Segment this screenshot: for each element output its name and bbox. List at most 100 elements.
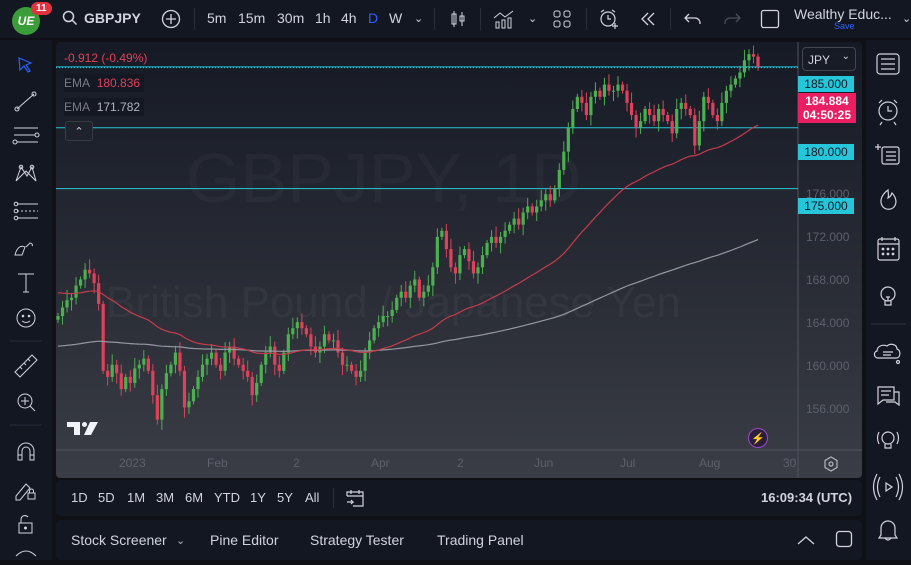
broadcast-icon[interactable] bbox=[872, 473, 904, 501]
symbol-search[interactable]: GBPJPY bbox=[62, 10, 141, 26]
ideas-icon[interactable] bbox=[880, 286, 896, 306]
expand-panel-button[interactable] bbox=[796, 533, 816, 552]
range-3m[interactable]: 3M bbox=[156, 490, 175, 505]
range-ytd[interactable]: YTD bbox=[214, 490, 240, 505]
notification-badge: 11 bbox=[31, 2, 52, 15]
zoom-in-icon[interactable] bbox=[17, 393, 36, 412]
alarm-clock-icon[interactable] bbox=[878, 99, 898, 126]
range-5y[interactable]: 5Y bbox=[277, 490, 293, 505]
maximize-panel-button[interactable] bbox=[835, 530, 853, 553]
interval-15m[interactable]: 15m bbox=[238, 10, 266, 26]
chevron-down-icon[interactable]: ⌄ bbox=[414, 13, 424, 25]
range-1d[interactable]: 1D bbox=[71, 490, 88, 505]
interval-d[interactable]: D bbox=[368, 10, 379, 26]
chevron-down-icon[interactable]: ⌄ bbox=[528, 13, 538, 25]
hot-list-icon[interactable] bbox=[880, 188, 897, 210]
undo-button[interactable] bbox=[683, 9, 703, 29]
time-tick: Jul bbox=[620, 456, 636, 470]
pencil-lock-icon[interactable] bbox=[15, 483, 36, 501]
candles-icon bbox=[451, 11, 465, 27]
range-all[interactable]: All bbox=[305, 490, 320, 505]
tab-pine-editor[interactable]: Pine Editor bbox=[210, 532, 279, 548]
divider bbox=[480, 8, 481, 30]
replay-button[interactable] bbox=[638, 9, 658, 29]
price-tick: 172.000 bbox=[806, 230, 850, 244]
tradingview-logo[interactable] bbox=[66, 420, 100, 443]
text-icon[interactable] bbox=[18, 273, 34, 293]
watchlist-icon[interactable] bbox=[876, 53, 900, 75]
chart-type-button[interactable] bbox=[448, 9, 468, 29]
tab-trading-panel[interactable]: Trading Panel bbox=[437, 532, 524, 548]
ema-fast-legend[interactable]: EMA 180.836 bbox=[64, 74, 145, 92]
time-tick: 2023 bbox=[119, 456, 146, 470]
ruler-icon[interactable] bbox=[14, 354, 38, 378]
price-tick: 176.000 bbox=[806, 187, 850, 201]
trend-line-icon[interactable] bbox=[14, 91, 37, 112]
interval-1h[interactable]: 1h bbox=[315, 10, 331, 26]
add-list-icon[interactable] bbox=[875, 144, 900, 165]
range-1y[interactable]: 1Y bbox=[250, 490, 266, 505]
undo-icon bbox=[684, 13, 701, 24]
svg-text:GBPJPY, 1D: GBPJPY, 1D bbox=[186, 139, 582, 217]
notifications-bell-icon[interactable] bbox=[877, 520, 899, 541]
emoji-icon[interactable] bbox=[16, 308, 36, 328]
create-alert-button[interactable] bbox=[598, 7, 620, 31]
brush-icon[interactable] bbox=[14, 242, 33, 256]
chevron-down-icon[interactable]: ⌄ bbox=[902, 13, 911, 25]
price-chart[interactable]: GBPJPY, 1D British Pound / Japanese Yen bbox=[56, 42, 862, 478]
chat-cloud-icon[interactable] bbox=[873, 343, 901, 365]
magnet-icon[interactable] bbox=[17, 442, 35, 461]
price-tick: 164.000 bbox=[806, 316, 850, 330]
tab-strategy-tester[interactable]: Strategy Tester bbox=[310, 532, 404, 548]
range-6m[interactable]: 6M bbox=[185, 490, 204, 505]
tab-stock-screener[interactable]: Stock Screener bbox=[71, 532, 167, 548]
divider bbox=[194, 8, 195, 30]
layout-menu[interactable]: Wealthy Educ... Save bbox=[794, 6, 894, 31]
price-tick: 156.000 bbox=[806, 402, 850, 416]
top-toolbar: UE 11 GBPJPY 5m 15m 30m 1h 4h D W ⌄ ⌄ We… bbox=[0, 0, 911, 38]
horizontal-lines-icon[interactable] bbox=[12, 127, 40, 145]
save-button[interactable]: Save bbox=[834, 21, 855, 31]
calendar-icon[interactable] bbox=[877, 237, 900, 261]
range-5d[interactable]: 5D bbox=[98, 490, 115, 505]
eye-icon[interactable] bbox=[15, 550, 37, 557]
time-tick: 2 bbox=[457, 456, 464, 470]
divider bbox=[670, 8, 671, 30]
chart-pane[interactable]: GBPJPY, 1D British Pound / Japanese Yen -… bbox=[56, 42, 862, 478]
time-tick: Feb bbox=[207, 456, 228, 470]
level-label-175: 175.000 bbox=[798, 198, 854, 214]
go-to-date-button[interactable] bbox=[345, 488, 365, 513]
collapse-legend-button[interactable]: ⌃ bbox=[65, 121, 93, 141]
last-price-label: 184.884 04:50:25 bbox=[798, 93, 856, 123]
chart-settings-button[interactable] bbox=[823, 456, 839, 472]
time-tick: Apr bbox=[371, 456, 390, 470]
fullscreen-button[interactable] bbox=[759, 8, 781, 30]
redo-button[interactable] bbox=[722, 9, 742, 29]
interval-w[interactable]: W bbox=[389, 10, 403, 26]
utc-clock[interactable]: 16:09:34 (UTC) bbox=[761, 490, 853, 505]
streams-icon[interactable] bbox=[876, 431, 900, 449]
indicators-button[interactable] bbox=[493, 8, 515, 30]
cursor-icon[interactable] bbox=[18, 57, 33, 73]
chats-icon[interactable] bbox=[877, 386, 900, 407]
currency-select[interactable]: JPY ⌄ bbox=[802, 47, 856, 71]
interval-4h[interactable]: 4h bbox=[341, 10, 357, 26]
range-1m[interactable]: 1M bbox=[127, 490, 146, 505]
search-icon bbox=[62, 10, 78, 26]
interval-30m[interactable]: 30m bbox=[277, 10, 305, 26]
level-label-180: 180.000 bbox=[798, 144, 854, 160]
redo-icon bbox=[724, 13, 741, 24]
fib-icon[interactable] bbox=[13, 201, 38, 221]
grid-icon bbox=[553, 10, 571, 28]
ema-slow-legend[interactable]: EMA 171.782 bbox=[64, 98, 145, 116]
layouts-button[interactable] bbox=[552, 9, 572, 29]
alarm-plus-icon bbox=[600, 9, 618, 29]
plus-circle-icon bbox=[161, 9, 181, 29]
compare-symbol-button[interactable] bbox=[160, 8, 182, 30]
interval-5m[interactable]: 5m bbox=[207, 10, 227, 26]
lightning-icon[interactable]: ⚡ bbox=[748, 428, 768, 448]
chevron-down-icon[interactable]: ⌄ bbox=[176, 535, 186, 547]
price-tick: 168.000 bbox=[806, 273, 850, 287]
lock-icon[interactable] bbox=[18, 515, 33, 534]
pattern-icon[interactable] bbox=[15, 164, 37, 182]
